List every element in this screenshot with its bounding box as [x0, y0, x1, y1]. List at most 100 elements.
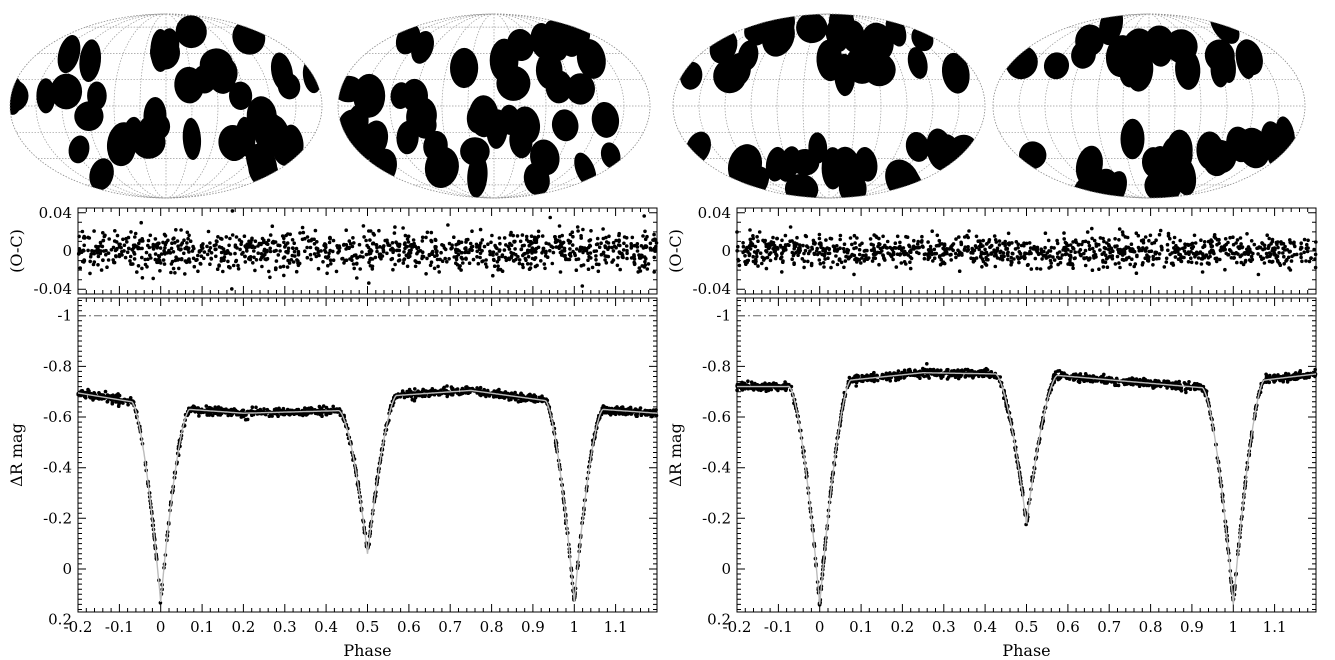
residual-point — [162, 232, 167, 237]
residual-point — [874, 235, 879, 240]
star-spot — [905, 131, 930, 162]
light-curve-point — [91, 398, 95, 402]
residual-point — [401, 226, 405, 230]
residual-point — [606, 254, 611, 259]
residual-point — [881, 234, 885, 239]
residual-point — [1283, 248, 1287, 252]
residual-point — [1206, 239, 1211, 244]
residual-point — [87, 236, 92, 240]
residual-point — [780, 251, 784, 256]
star-spot — [68, 135, 90, 164]
residual-point — [1097, 267, 1101, 272]
residual-point — [594, 242, 599, 247]
residual-point — [1281, 241, 1286, 246]
residual-point — [1164, 256, 1169, 261]
residual-point — [654, 241, 659, 245]
residual-point — [397, 253, 401, 257]
residual-point — [1113, 262, 1118, 266]
residual-point — [324, 245, 328, 250]
residual-point — [611, 240, 616, 245]
residual-point — [824, 238, 828, 242]
residual-point — [370, 241, 375, 246]
residual-point — [611, 249, 616, 253]
residual-point — [563, 253, 567, 258]
residual-point — [1072, 256, 1077, 261]
residual-point — [843, 259, 848, 263]
model-curve — [78, 389, 657, 602]
residual-point — [133, 231, 138, 236]
residual-point — [601, 227, 605, 231]
residual-point — [848, 236, 853, 240]
residual-point — [196, 269, 200, 274]
residual-point — [420, 256, 424, 261]
residual-point — [527, 267, 532, 272]
residual-point — [491, 273, 495, 278]
residual-point — [1275, 242, 1279, 247]
residual-point — [287, 261, 292, 265]
residual-point — [748, 228, 752, 232]
residual-point — [1221, 248, 1226, 252]
residual-point — [624, 244, 629, 248]
residual-point — [741, 241, 745, 245]
residual-point — [594, 254, 598, 258]
residual-point — [895, 252, 900, 256]
star-spot — [1149, 37, 1173, 67]
residual-point — [822, 253, 827, 258]
residual-point — [1006, 257, 1010, 262]
residual-point — [370, 267, 375, 271]
residual-point — [219, 236, 223, 241]
residual-point — [1087, 257, 1092, 262]
residual-point — [202, 256, 206, 261]
residual-point — [177, 266, 181, 271]
residual-point — [835, 244, 839, 248]
residual-point — [1278, 263, 1283, 268]
residual-point — [1107, 244, 1111, 248]
residual-point — [580, 284, 585, 288]
light-curve-point — [1184, 390, 1188, 395]
residual-point — [459, 240, 464, 245]
light-curve-point — [925, 362, 929, 366]
residual-point — [1270, 237, 1275, 242]
residual-point — [610, 260, 614, 264]
residual-point — [606, 247, 610, 252]
residual-point — [826, 256, 830, 261]
residual-point — [1023, 251, 1027, 255]
residual-point — [652, 270, 656, 274]
residual-point — [406, 234, 411, 239]
residual-point — [214, 243, 218, 247]
residual-point — [331, 249, 335, 254]
residual-point — [587, 254, 591, 259]
residual-point — [949, 258, 953, 262]
light-curve-point — [513, 397, 518, 402]
residual-point — [1183, 242, 1187, 246]
residual-point — [889, 254, 894, 259]
residual-point — [425, 256, 429, 261]
residual-point — [855, 260, 859, 264]
residual-point — [892, 245, 897, 250]
residual-point — [969, 256, 973, 261]
residual-point — [614, 238, 618, 243]
residual-point — [1260, 241, 1264, 245]
residual-point — [939, 257, 943, 262]
star-spot — [1196, 131, 1225, 171]
residual-point — [753, 244, 758, 249]
residual-point — [632, 260, 636, 265]
residual-point — [859, 261, 863, 265]
residual-point — [162, 262, 167, 266]
residual-point — [1304, 246, 1309, 251]
residual-point — [1313, 265, 1318, 270]
map-spots — [338, 17, 621, 198]
residual-point — [1014, 240, 1019, 244]
star-spot — [861, 22, 894, 62]
residual-point — [760, 261, 764, 266]
light-curve-point — [296, 407, 301, 412]
residual-point — [1237, 245, 1242, 249]
residual-point — [585, 247, 589, 251]
residual-point — [292, 249, 297, 254]
residual-point — [610, 245, 614, 250]
residual-point — [1187, 252, 1191, 256]
residual-point — [331, 238, 336, 243]
residual-point — [409, 248, 413, 252]
residual-point — [1022, 256, 1027, 261]
residual-point — [170, 241, 174, 245]
